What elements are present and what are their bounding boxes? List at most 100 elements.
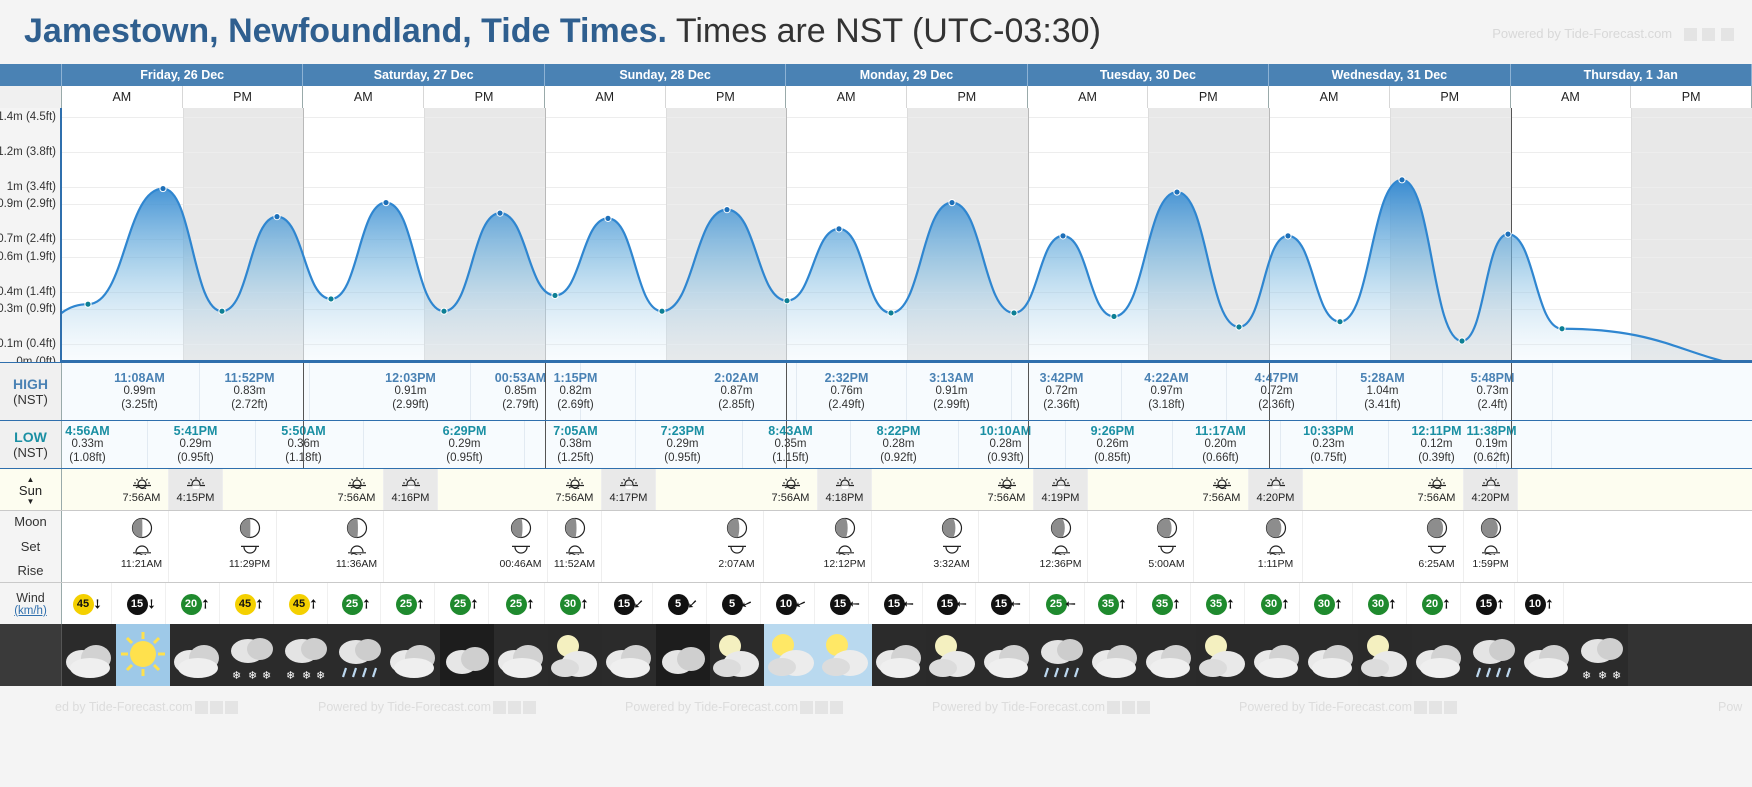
day-header-0[interactable]: Friday, 26 Dec (62, 64, 304, 86)
moonset-icon (132, 543, 152, 557)
low-tide-point[interactable] (327, 295, 335, 303)
low_tides-height-ft: (0.93ft) (987, 451, 1024, 464)
wind-cell: 15 ➚ (1467, 583, 1515, 625)
wind-cell: 25 ➚ (497, 583, 545, 625)
moon-phase-icon (1426, 517, 1447, 539)
low_tides-height-ft: (0.66ft) (1202, 451, 1239, 464)
moon-event-cell: 00:46AM (494, 511, 548, 583)
high_tides-time: 11:08AM (114, 370, 165, 385)
watermark-badge-icon (800, 701, 813, 715)
high-tide-point[interactable] (1173, 188, 1181, 196)
low-tide-point[interactable] (1235, 323, 1243, 331)
low-tide-point[interactable] (1458, 337, 1466, 345)
low-tide-point[interactable] (84, 300, 92, 308)
low-tide-point[interactable] (1558, 325, 1566, 333)
high-tide-point[interactable] (1398, 176, 1406, 184)
low-tide-point[interactable] (551, 291, 559, 300)
moon-shadow (1157, 518, 1172, 538)
high_tides-height-m: 0.91m (935, 385, 968, 398)
moon-event-time: 3:32AM (933, 558, 970, 570)
high-tide-point[interactable] (1059, 232, 1067, 240)
low-tide-point[interactable] (783, 297, 791, 305)
wind-speed-badge: 25 (449, 593, 471, 615)
low_tides-height-ft: (1.25ft) (557, 451, 594, 464)
sunset-icon (1051, 476, 1071, 492)
sunset-icon (835, 476, 855, 492)
low-tide-point[interactable] (1336, 318, 1344, 326)
high-tide-point[interactable] (948, 198, 956, 207)
high_tides-time: 3:13AM (929, 370, 974, 385)
tide-chart[interactable]: 1.4m (4.5ft) 1.2m (3.8ft) 1m (3.4ft) 0.9m (… (0, 108, 1752, 368)
wind-cell: 25 ➚ (1037, 583, 1085, 625)
moon-event-time: 11:36AM (335, 558, 378, 570)
wind-cell: 45 ➚ (226, 583, 274, 625)
high-tide-point[interactable] (604, 214, 612, 222)
day-separator (1510, 363, 1512, 420)
cloudy-icon (494, 624, 548, 686)
watermark-badge-icon (493, 701, 506, 715)
svg-text:❄: ❄ (286, 669, 295, 682)
wind-cell: 35 ➚ (1143, 583, 1191, 625)
watermark-badge-icon (1107, 701, 1120, 715)
wind-cell: 10 ➚ (767, 583, 815, 625)
low_tides-height-m: 0.35m (774, 438, 807, 451)
moon-phase-icon (834, 517, 855, 539)
high_tides-cell: 12:03PM 0.91m (2.99ft) (351, 363, 472, 420)
y-axis-tick-2: 1m (3.4ft) (6, 180, 56, 193)
low-tide-point[interactable] (218, 307, 226, 315)
day-header-1[interactable]: Saturday, 27 Dec (303, 64, 545, 86)
low-tide-point[interactable] (1010, 309, 1018, 317)
high-tide-point[interactable] (723, 206, 731, 214)
moon-event-cell: 11:36AM (330, 511, 384, 583)
moon-event-cell: 5:00AM (1140, 511, 1194, 583)
moon-event-cell: 11:29PM (223, 511, 277, 583)
wind-cell: 30 ➚ (1305, 583, 1353, 625)
day-header-4[interactable]: Tuesday, 30 Dec (1028, 64, 1270, 86)
high-tide-point[interactable] (159, 184, 167, 193)
watermark-badge-icon (209, 701, 223, 715)
high-tide-point[interactable] (382, 198, 390, 207)
high-tide-point[interactable] (273, 213, 281, 221)
high-tide-row: HIGH (NST) 11:08AM 0.99m (3.25ft) 11:52PM 0.… (0, 362, 1752, 420)
day-header-5[interactable]: Wednesday, 31 Dec (1269, 64, 1511, 86)
low_tides-height-ft: (0.85ft) (1094, 451, 1131, 464)
svg-text:❄: ❄ (316, 669, 325, 682)
low-tide-point[interactable] (658, 307, 666, 315)
wind-speed-badge: 10 (775, 593, 797, 615)
wind-speed-badge: 15 (990, 593, 1012, 615)
day-header-6[interactable]: Thursday, 1 Jan (1511, 64, 1752, 86)
high-tide-point[interactable] (496, 209, 504, 217)
high_tides-height-ft: (2.69ft) (557, 398, 594, 411)
moonset-icon (347, 543, 367, 557)
low-tide-point[interactable] (887, 309, 895, 317)
wind-unit-link[interactable]: (km/h) (14, 605, 47, 617)
cloudy-icon (1142, 624, 1196, 686)
low_tides-height-ft: (1.15ft) (772, 451, 809, 464)
halfday-header-corner (0, 86, 62, 108)
day-header-2[interactable]: Sunday, 28 Dec (545, 64, 787, 86)
day-separator (1269, 421, 1271, 468)
high-tide-point[interactable] (1284, 232, 1292, 240)
low_tides-time: 7:23PM (660, 423, 705, 438)
footer-watermark: ed by Tide-Forecast.com (55, 700, 238, 715)
sun-event-cell: 7:56AM (115, 469, 169, 511)
low_tides-time: 12:11PM (1411, 423, 1462, 438)
y-axis-tick-8: 0.1m (0.4ft) (0, 338, 56, 351)
footer-watermark-text: Powered by Tide-Forecast.com (318, 700, 491, 714)
wind-cell: 15 ➚ (118, 583, 166, 625)
low_tides-time: 5:41PM (173, 423, 218, 438)
wind-label: Wind (16, 591, 45, 605)
high-tide-point[interactable] (1504, 230, 1512, 238)
low-tide-point[interactable] (1110, 312, 1118, 321)
tide-plot-area[interactable] (62, 108, 1752, 362)
wind-speed-badge: 35 (1151, 593, 1173, 615)
page-title: Jamestown, Newfoundland, Tide Times. Tim… (24, 12, 1101, 51)
low-tide-point[interactable] (440, 307, 448, 315)
low_tides-cell: 7:05AM 0.38m (1.25ft) (516, 421, 637, 468)
vertical-gridline (665, 108, 667, 362)
high_tides-height-m: 0.72m (1045, 385, 1078, 398)
high_tides-height-m: 0.99m (123, 385, 156, 398)
moon-row: Moon Set Rise 11:21AM 11:29PM 11:36AM 00:46… (0, 510, 1752, 583)
day-header-3[interactable]: Monday, 29 Dec (786, 64, 1028, 86)
high-tide-point[interactable] (835, 225, 843, 233)
